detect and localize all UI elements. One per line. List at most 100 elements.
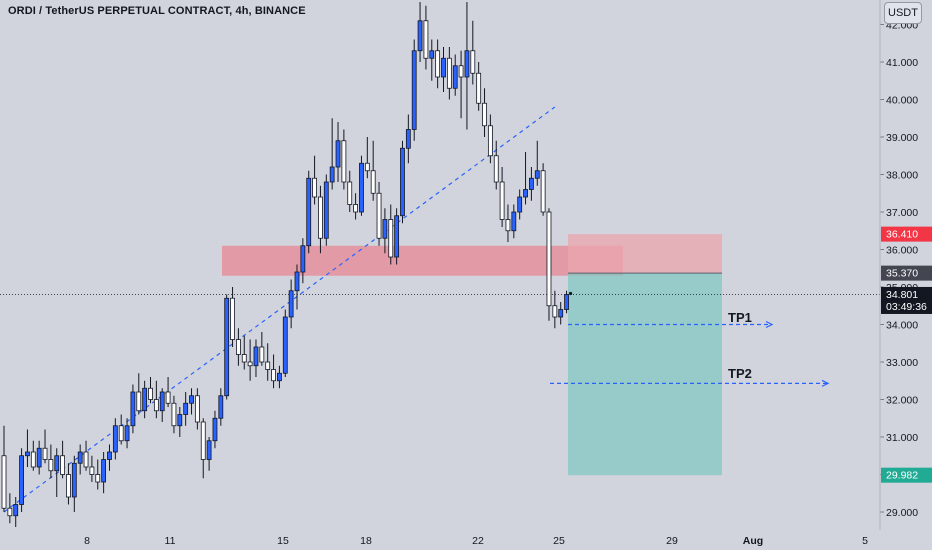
candle: [177, 407, 183, 437]
candle: [77, 444, 83, 475]
candle: [189, 388, 194, 415]
candle: [218, 388, 224, 426]
candle-body: [48, 459, 54, 472]
candle: [423, 5, 429, 70]
currency-button[interactable]: USDT: [884, 2, 922, 24]
candle: [235, 328, 241, 366]
candle: [101, 452, 107, 494]
candle-body: [347, 181, 353, 205]
candle: [388, 204, 394, 265]
candle: [95, 459, 101, 490]
candle-body: [353, 204, 359, 213]
stop-loss-zone: [568, 234, 722, 274]
candle-body: [458, 65, 464, 78]
candle: [552, 290, 558, 329]
candle: [89, 455, 95, 482]
candle-body: [54, 455, 60, 472]
price-tick-label: 41.000: [886, 57, 918, 69]
candle-body: [482, 102, 487, 127]
candle-body: [83, 451, 89, 468]
candle: [206, 437, 212, 471]
last-price-tag-bg: [881, 286, 932, 314]
candle-body: [441, 57, 446, 78]
candle: [529, 167, 534, 201]
candle-body: [341, 140, 347, 183]
drawing-layer: [0, 106, 880, 513]
candle: [13, 497, 19, 527]
time-tick-label: 25: [553, 535, 565, 547]
candle-body: [435, 50, 441, 78]
candle-body: [282, 316, 288, 374]
time-tick-label: 5: [862, 535, 868, 547]
candle: [499, 167, 505, 227]
tp1-arrow-head: [765, 320, 774, 329]
candle: [476, 62, 482, 111]
candle: [200, 418, 206, 479]
candle: [54, 448, 60, 497]
candle-body: [13, 504, 19, 517]
candle: [370, 140, 376, 201]
candle-body: [271, 369, 276, 382]
candle: [335, 122, 341, 182]
candle-body: [153, 399, 159, 412]
candle-body: [318, 196, 323, 239]
candle-body: [218, 395, 224, 419]
candle: [159, 388, 165, 422]
time-tick-label: Aug: [743, 535, 763, 547]
candle-body: [329, 166, 335, 183]
candle-body: [30, 451, 36, 468]
last-price-tag-text: 03:49:36: [886, 301, 927, 313]
candle: [259, 332, 265, 366]
candle: [153, 380, 159, 419]
candle-body: [335, 140, 341, 168]
candle: [277, 365, 282, 389]
candle-body: [230, 297, 235, 340]
candle-body: [148, 387, 153, 400]
candle-body: [165, 391, 171, 404]
candle: [376, 182, 382, 246]
target-price-tag-bg: [881, 467, 932, 483]
tp1-label: TP1: [728, 310, 752, 325]
cursor-dot: [568, 291, 573, 296]
candle-body: [259, 346, 265, 363]
stop-price-tag-bg: [881, 226, 932, 242]
candle-body: [540, 170, 546, 213]
price-tick-label: 39.000: [886, 132, 918, 144]
candle: [142, 380, 148, 419]
candle-body: [288, 290, 294, 318]
candle-body: [417, 20, 423, 52]
candle: [347, 170, 353, 212]
candle-body: [411, 50, 417, 130]
candle: [294, 264, 300, 310]
candle-body: [60, 455, 65, 475]
candle-body: [89, 466, 95, 475]
candle-body: [359, 162, 364, 213]
candle-body: [124, 425, 130, 442]
candle-body: [36, 447, 42, 468]
candle: [288, 279, 294, 329]
candle: [546, 208, 552, 321]
price-tick-label: 29.000: [886, 507, 918, 519]
candle: [130, 384, 136, 434]
candle-body: [394, 215, 400, 258]
candle-body: [25, 451, 30, 457]
candle: [323, 174, 329, 246]
candle: [112, 418, 118, 460]
chart-title: ORDI / TetherUS PERPETUAL CONTRACT, 4h, …: [8, 5, 306, 17]
candle-body: [464, 50, 470, 78]
candle: [60, 440, 65, 479]
target-price-tag: 29.982: [881, 467, 932, 483]
candle-body: [224, 297, 230, 397]
candle: [505, 204, 511, 242]
candle-body: [142, 387, 148, 412]
candle-body: [312, 177, 317, 198]
time-tick-label: 18: [360, 535, 372, 547]
candle-body: [253, 346, 259, 367]
candle: [148, 377, 153, 404]
candle: [124, 418, 130, 449]
candle-body: [382, 219, 388, 239]
candle-body: [212, 417, 218, 442]
